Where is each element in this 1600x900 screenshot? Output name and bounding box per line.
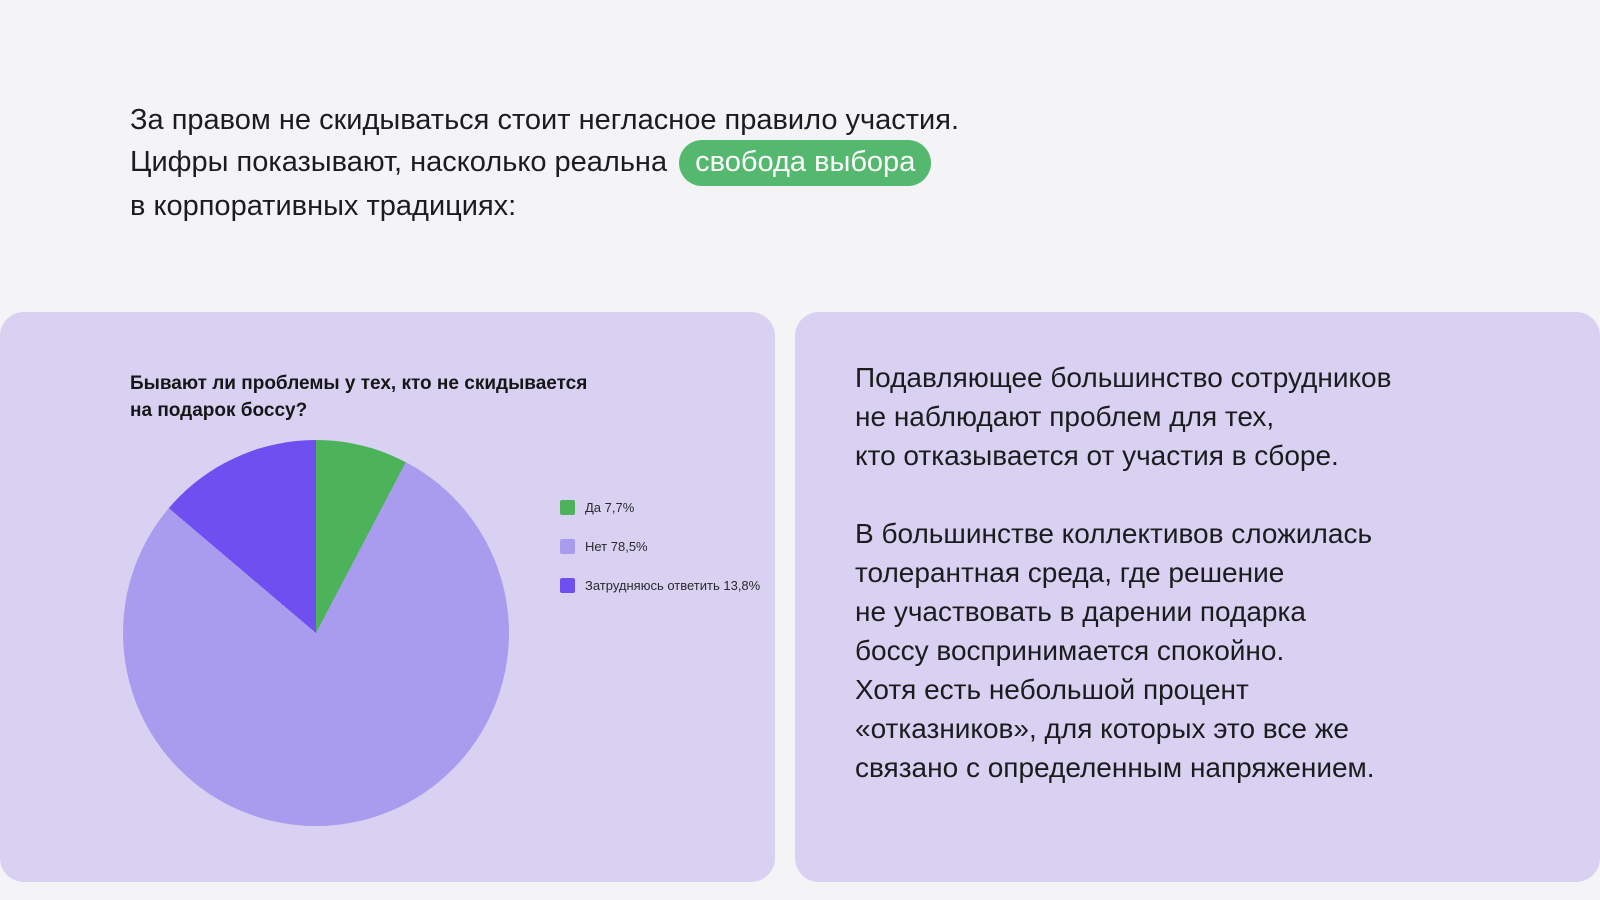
intro-text: За правом не скидываться стоит негласное… xyxy=(130,100,959,226)
legend-item-yes: Да 7,7% xyxy=(560,500,760,515)
legend-item-no: Нет 78,5% xyxy=(560,539,760,554)
chart-title: Бывают ли проблемы у тех, кто не скидыва… xyxy=(130,373,588,421)
intro-line-2-text: Цифры показывают, насколько реальна xyxy=(130,146,668,178)
legend-label-yes: Да 7,7% xyxy=(585,500,635,515)
insight-paragraph-1: Подавляющее большинство сотрудников не н… xyxy=(855,362,1392,471)
legend-swatch-no xyxy=(560,539,575,554)
insight-paragraph-2: В большинстве коллективов сложилась толе… xyxy=(855,518,1375,783)
legend-swatch-yes xyxy=(560,500,575,515)
intro-line-1: За правом не скидываться стоит негласное… xyxy=(130,104,960,136)
legend-item-undecided: Затрудняюсь ответить 13,8% xyxy=(560,578,760,593)
legend-label-undecided: Затрудняюсь ответить 13,8% xyxy=(585,578,761,593)
chart-legend: Да 7,7% Нет 78,5% Затрудняюсь ответить 1… xyxy=(560,500,760,593)
legend-label-no: Нет 78,5% xyxy=(585,539,648,554)
insight-card: Подавляющее большинство сотрудников не н… xyxy=(795,312,1600,882)
intro-line-3: в корпоративных традициях: xyxy=(130,190,517,222)
intro-line-2: Цифры показывают, насколько реальна своб… xyxy=(130,140,959,186)
chart-card: Бывают ли проблемы у тех, кто не скидыва… xyxy=(0,312,775,882)
insight-text: Подавляющее большинство сотрудников не н… xyxy=(855,358,1391,787)
highlight-pill: свобода выбора xyxy=(679,140,932,186)
pie-chart xyxy=(123,440,509,826)
legend-swatch-undecided xyxy=(560,578,575,593)
